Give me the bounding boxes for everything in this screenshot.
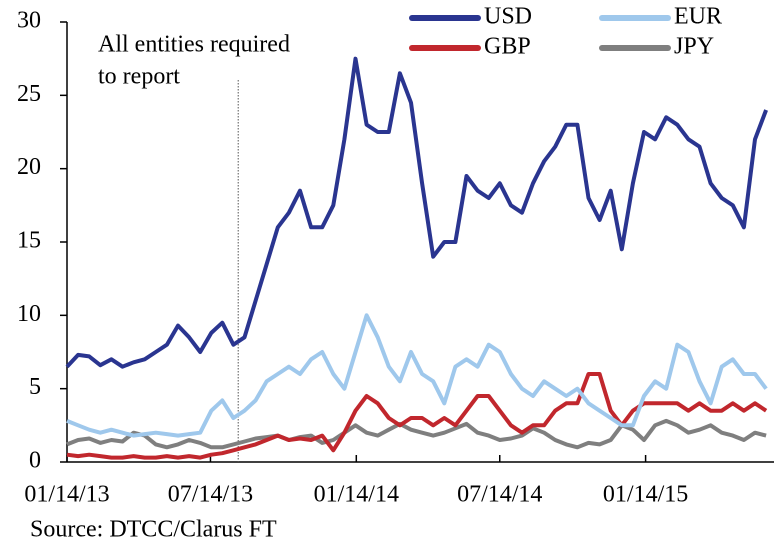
y-tick-label: 5 — [29, 374, 41, 400]
series-line — [66, 418, 767, 450]
series-line — [65, 56, 768, 369]
y-tick-label: 10 — [17, 301, 41, 327]
y-tick-label: 25 — [17, 81, 41, 107]
series-line — [66, 372, 768, 460]
y-tick-label: 15 — [17, 228, 41, 254]
series-line — [66, 313, 768, 438]
y-tick-label: 20 — [17, 154, 41, 180]
legend-label: JPY — [674, 34, 714, 60]
y-tick-label: 30 — [17, 8, 41, 34]
x-tick-label: 01/14/13 — [24, 482, 109, 508]
y-tick-label: 0 — [29, 448, 41, 474]
x-tick-label: 07/14/13 — [168, 482, 253, 508]
annotation-line: to report — [98, 64, 180, 90]
legend-label: USD — [484, 4, 532, 30]
x-tick-label: 01/14/14 — [314, 482, 399, 508]
source-note: Source: DTCC/Clarus FT — [30, 517, 277, 543]
x-tick-label: 01/14/15 — [603, 482, 688, 508]
legend-label: GBP — [484, 34, 531, 60]
legend-label: EUR — [674, 4, 722, 30]
annotation-line: All entities required — [98, 32, 290, 58]
x-tick-label: 07/14/14 — [457, 482, 542, 508]
